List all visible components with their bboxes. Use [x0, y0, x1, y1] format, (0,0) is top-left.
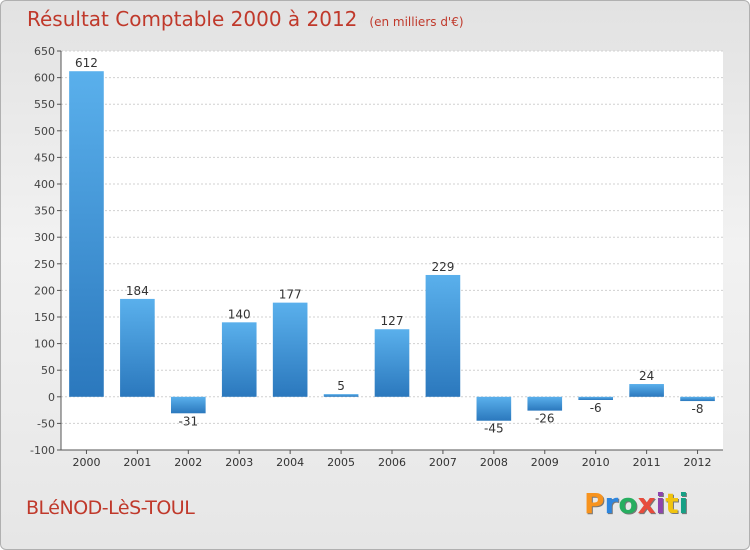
- y-tick-label: 200: [34, 284, 55, 297]
- location-name: BLéNOD-LèS-TOUL: [26, 497, 195, 519]
- x-tick-label: 2011: [633, 456, 661, 469]
- data-label: 229: [431, 260, 454, 274]
- y-tick-label: 600: [34, 72, 55, 85]
- y-tick-label: 550: [34, 98, 55, 111]
- logo-letter: i: [655, 487, 666, 520]
- x-tick-label: 2000: [72, 456, 100, 469]
- bar: [170, 396, 206, 414]
- chart-unit: (en milliers d'€): [369, 15, 464, 29]
- bar: [120, 298, 155, 397]
- y-tick-label: 350: [34, 205, 55, 218]
- y-tick-label: 100: [34, 338, 55, 351]
- bar: [425, 274, 461, 397]
- y-tick-label: 0: [48, 391, 55, 404]
- bar: [680, 396, 715, 402]
- logo-letter: t: [665, 487, 679, 520]
- x-tick-label: 2003: [225, 456, 253, 469]
- bar: [221, 322, 257, 397]
- y-tick-label: 50: [41, 364, 55, 377]
- data-label: -31: [179, 414, 199, 428]
- data-label: -45: [484, 422, 504, 436]
- y-tick-label: -50: [37, 417, 55, 430]
- y-tick-label: 300: [34, 231, 55, 244]
- logo-letter: o: [618, 487, 638, 520]
- bar: [69, 71, 104, 397]
- logo-letter: r: [604, 487, 619, 520]
- x-tick-label: 2005: [327, 456, 355, 469]
- data-label: 140: [228, 307, 251, 321]
- y-tick-label: 400: [34, 178, 55, 191]
- y-tick-label: -100: [30, 444, 55, 457]
- data-label: 127: [381, 314, 404, 328]
- logo-letter: i: [678, 487, 689, 520]
- data-label: -26: [535, 412, 555, 426]
- y-tick-label: 250: [34, 258, 55, 271]
- logo-letter: P: [584, 487, 605, 520]
- data-label: 177: [279, 288, 302, 302]
- bar: [323, 394, 359, 397]
- bar: [476, 396, 512, 421]
- x-tick-label: 2009: [531, 456, 559, 469]
- x-tick-label: 2004: [276, 456, 304, 469]
- x-tick-label: 2010: [582, 456, 610, 469]
- x-tick-label: 2001: [123, 456, 151, 469]
- chart-title-text: Résultat Comptable 2000 à 2012: [27, 7, 358, 31]
- data-label: -8: [692, 402, 704, 416]
- data-label: 24: [639, 369, 654, 383]
- x-tick-label: 2006: [378, 456, 406, 469]
- proxiti-logo: Proxiti: [584, 487, 688, 520]
- y-tick-label: 150: [34, 311, 55, 324]
- bar: [272, 302, 308, 397]
- data-label: 184: [126, 284, 149, 298]
- x-tick-label: 2008: [480, 456, 508, 469]
- data-label: 5: [337, 379, 345, 393]
- x-tick-label: 2007: [429, 456, 457, 469]
- bar: [527, 396, 563, 411]
- logo-letter: x: [637, 487, 656, 520]
- bar: [578, 396, 614, 400]
- y-tick-label: 450: [34, 151, 55, 164]
- data-label: -6: [590, 401, 602, 415]
- y-tick-label: 500: [34, 125, 55, 138]
- bar: [629, 384, 664, 397]
- data-label: 612: [75, 56, 98, 70]
- chart-title: Résultat Comptable 2000 à 2012 (en millie…: [27, 7, 464, 31]
- y-tick-label: 650: [34, 45, 55, 58]
- x-tick-label: 2002: [174, 456, 202, 469]
- bar: [374, 329, 410, 397]
- x-tick-label: 2012: [684, 456, 712, 469]
